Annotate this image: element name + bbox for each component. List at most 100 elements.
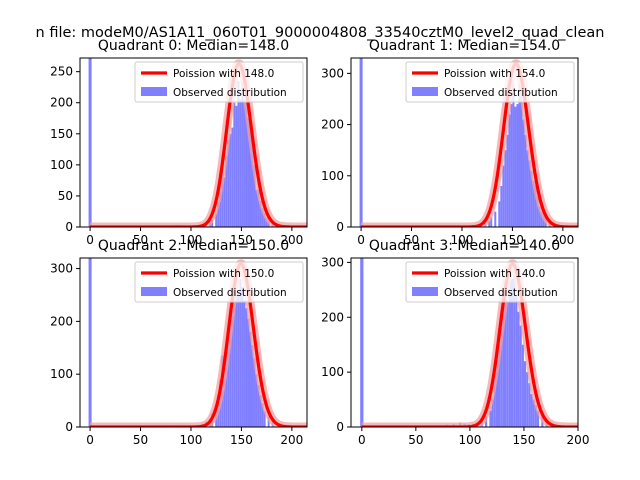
hist-bar xyxy=(519,325,522,427)
y-tick-label: 200 xyxy=(321,118,344,132)
legend: Poission with 154.0 Observed distribution xyxy=(405,61,575,103)
hist-bar xyxy=(359,58,363,227)
legend-label-poisson: Poission with 154.0 xyxy=(444,68,545,80)
hist-bar xyxy=(253,358,256,427)
hist-bar xyxy=(534,405,537,427)
y-tick-label: 0 xyxy=(65,220,73,234)
y-tick-label: 300 xyxy=(50,262,73,276)
y-tick-label: 50 xyxy=(58,189,73,203)
hist-bar xyxy=(261,403,264,427)
hist-bar xyxy=(506,300,509,427)
x-tick-label: 100 xyxy=(451,233,474,247)
legend-label-observed: Observed distribution xyxy=(444,87,558,99)
hist-bar xyxy=(247,318,250,427)
hist-bar xyxy=(263,213,266,227)
hist-bar xyxy=(233,102,236,227)
hist-bar xyxy=(504,295,507,427)
panel-3: 0 50 100 150 200 0 100 200 300 Quadrant 3: Median… xyxy=(321,238,589,447)
hist-bar xyxy=(522,119,525,227)
x-tick-label: 50 xyxy=(404,233,419,247)
hist-bar xyxy=(516,104,519,227)
panel-title: Quadrant 2: Median=150.0 xyxy=(98,238,289,254)
hist-bar xyxy=(245,102,248,227)
legend: Poission with 148.0 Observed distribution xyxy=(134,61,304,103)
panel-2: 0 50 100 150 200 0 100 200 300 Quadrant 2: Median… xyxy=(50,238,308,447)
hist-bar xyxy=(513,276,516,427)
hist-bar xyxy=(233,300,236,427)
legend: Poission with 140.0 Observed distribution xyxy=(405,261,575,303)
hist-bar xyxy=(259,200,262,227)
hist-bar xyxy=(245,308,248,427)
hist-bar xyxy=(500,322,503,427)
hist-bar xyxy=(257,189,260,227)
hist-bar xyxy=(491,399,494,427)
hist-bar xyxy=(231,127,234,227)
legend-label-poisson: Poission with 140.0 xyxy=(444,268,545,280)
hist-bar xyxy=(225,345,228,427)
y-tick-label: 300 xyxy=(321,66,344,80)
x-tick-label: 150 xyxy=(501,233,524,247)
hist-bar xyxy=(494,211,497,227)
hist-bar xyxy=(538,206,541,227)
legend-patch-swatch xyxy=(141,287,167,296)
legend-patch-swatch xyxy=(141,87,167,96)
hist-bar xyxy=(485,416,488,427)
hist-bar xyxy=(532,399,535,427)
x-tick-label: 150 xyxy=(512,433,535,447)
y-tick-label: 0 xyxy=(65,420,73,434)
legend-label-observed: Observed distribution xyxy=(173,87,287,99)
x-tick-label: 200 xyxy=(280,233,303,247)
x-tick-label: 200 xyxy=(567,433,590,447)
hist-bar xyxy=(227,337,230,427)
y-tick-label: 100 xyxy=(50,367,73,381)
y-tick-label: 200 xyxy=(50,314,73,328)
hist-bar xyxy=(488,220,491,227)
legend-patch-swatch xyxy=(412,87,438,96)
hist-bar xyxy=(229,133,232,227)
hist-bar xyxy=(532,180,535,227)
hist-bar xyxy=(261,208,264,227)
hist-bar xyxy=(239,99,242,227)
hist-bar xyxy=(249,115,252,227)
hist-bar xyxy=(88,58,92,227)
y-tick-label: 0 xyxy=(336,220,344,234)
hist-bar xyxy=(536,410,540,427)
legend-label-poisson: Poission with 150.0 xyxy=(173,268,274,280)
hist-bar xyxy=(251,345,254,427)
hist-bar xyxy=(524,134,527,227)
panel-title: Quadrant 0: Median=148.0 xyxy=(98,38,289,54)
x-tick-label: 100 xyxy=(458,433,481,447)
hist-bar xyxy=(259,395,262,427)
hist-bar xyxy=(498,328,501,427)
hist-bar xyxy=(237,292,240,427)
y-tick-label: 200 xyxy=(50,96,73,110)
legend: Poission with 150.0 Observed distribution xyxy=(134,261,304,303)
hist-bar xyxy=(229,324,232,427)
x-tick-label: 0 xyxy=(358,433,366,447)
hist-bar xyxy=(263,411,266,427)
hist-bar xyxy=(251,130,254,227)
hist-bar xyxy=(502,306,505,427)
hist-bar xyxy=(243,99,246,227)
hist-bar xyxy=(514,106,517,227)
hist-bar xyxy=(235,105,238,227)
hist-bar xyxy=(243,300,246,427)
panel-1: 0 50 100 150 200 0 100 200 300 Quadrant 1: Median… xyxy=(321,38,579,247)
legend-label-poisson: Poission with 148.0 xyxy=(173,68,274,80)
y-tick-label: 0 xyxy=(336,420,344,434)
x-tick-label: 0 xyxy=(357,233,365,247)
legend-box xyxy=(405,261,575,303)
x-tick-label: 200 xyxy=(280,433,303,447)
hist-bar xyxy=(526,150,529,227)
hist-bar xyxy=(247,118,250,227)
hist-bar xyxy=(506,134,509,227)
plot-area-0 xyxy=(86,58,307,227)
panel-0: 0 50 100 150 200 0 50 100 150 200 250 Quadrant 0: M… xyxy=(50,38,308,247)
hist-bar xyxy=(526,372,529,427)
x-tick-label: 150 xyxy=(230,233,253,247)
hist-bar xyxy=(231,310,234,427)
hist-bar xyxy=(521,344,524,427)
x-tick-label: 100 xyxy=(180,233,203,247)
hist-bar xyxy=(495,344,499,427)
